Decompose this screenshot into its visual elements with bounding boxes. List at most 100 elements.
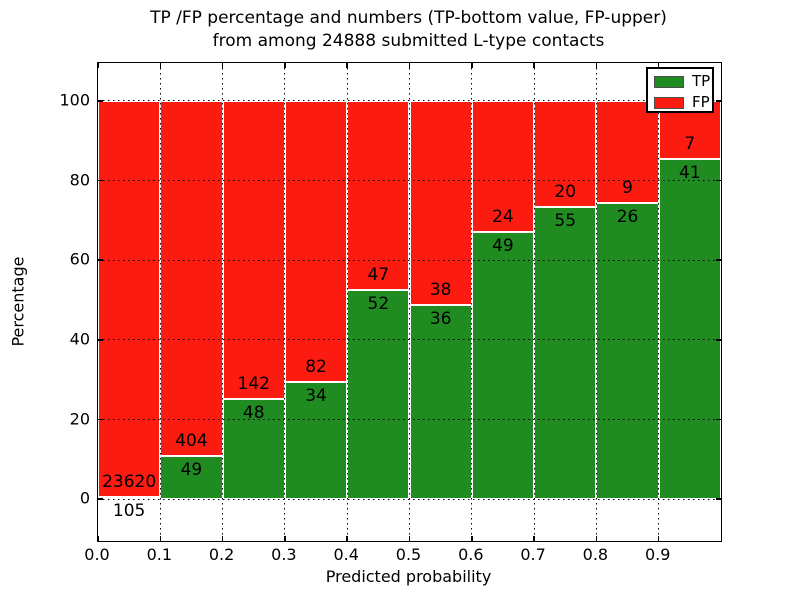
bar-fp-0.3-0.4 xyxy=(284,100,348,383)
bar-fp-0.0-0.1 xyxy=(98,100,161,498)
y-tick-left-60 xyxy=(98,259,103,261)
x-tick-bottom-0.2 xyxy=(221,536,224,541)
fp-count-label-0.5-0.6: 38 xyxy=(429,280,452,301)
fp-count-label-0.8-0.9: 9 xyxy=(622,178,633,199)
fp-count-label-0.9-1.0: 7 xyxy=(684,133,696,154)
x-tick-top-0.9 xyxy=(657,63,660,68)
x-tick-top-0.0 xyxy=(97,63,99,68)
y-tick-label-40: 40 xyxy=(69,329,90,349)
x-tick-bottom-0.4 xyxy=(346,536,348,541)
y-tick-label-0: 0 xyxy=(79,488,90,508)
bar-tp-0.7-0.8 xyxy=(534,207,597,500)
x-tick-top-0.4 xyxy=(346,63,348,68)
bar-tp-0.6-0.7 xyxy=(471,231,535,500)
x-tick-bottom-0.8 xyxy=(595,536,598,541)
bar-fp-0.8-0.9 xyxy=(596,100,659,204)
x-tick-label-0.5: 0.5 xyxy=(395,545,422,564)
x-gridline-0.7 xyxy=(533,63,535,541)
x-tick-top-0.3 xyxy=(284,63,286,68)
chart-title: TP /FP percentage and numbers (TP-bottom… xyxy=(97,7,720,53)
y-tick-right-20 xyxy=(716,418,721,421)
y-tick-label-20: 20 xyxy=(69,409,90,428)
x-gridline-0.6 xyxy=(471,63,473,541)
tp-count-label-0.4-0.5: 52 xyxy=(367,293,390,314)
y-tick-label-100: 100 xyxy=(59,90,90,110)
y-tick-right-100 xyxy=(716,100,721,102)
bar-fp-0.1-0.2 xyxy=(160,100,223,457)
legend-row-tp: TP xyxy=(654,73,712,90)
x-tick-top-0.7 xyxy=(533,63,535,68)
x-tick-label-0.2: 0.2 xyxy=(208,545,235,564)
x-gridline-0.4 xyxy=(346,63,348,541)
y-tick-right-40 xyxy=(716,339,721,341)
chart-title-line2: from among 24888 submitted L-type contac… xyxy=(212,31,605,51)
x-tick-label-0.6: 0.6 xyxy=(458,545,484,564)
fp-count-label-0.1-0.2: 404 xyxy=(175,431,208,452)
x-tick-bottom-0.3 xyxy=(284,536,286,541)
x-tick-label-0.1: 0.1 xyxy=(146,545,173,564)
x-gridline-0.1 xyxy=(159,63,161,541)
bar-tp-0.2-0.3 xyxy=(222,398,285,500)
tp-count-label-0.1-0.2: 49 xyxy=(180,460,203,481)
x-tick-bottom-0.6 xyxy=(471,536,473,541)
y-tick-left-100 xyxy=(98,100,103,102)
x-tick-top-0.6 xyxy=(471,63,473,68)
y-tick-left-80 xyxy=(98,179,103,182)
y-tick-left-0 xyxy=(98,498,103,500)
x-tick-top-0.5 xyxy=(408,63,411,68)
legend-label-tp: TP xyxy=(692,72,711,90)
legend-row-fp: FP xyxy=(654,94,712,111)
x-tick-label-0.3: 0.3 xyxy=(271,545,297,564)
bar-tp-0.8-0.9 xyxy=(596,203,659,500)
y-tick-label-60: 60 xyxy=(69,249,90,269)
fp-count-label-0.6-0.7: 24 xyxy=(492,206,514,227)
x-tick-label-0.7: 0.7 xyxy=(520,545,546,564)
x-gridline-0.8 xyxy=(595,63,597,541)
tp-count-label-0.0-0.1: 105 xyxy=(112,501,146,522)
x-tick-label-0.4: 0.4 xyxy=(333,545,359,564)
plot-area: TP FP 23620 105 404 49 142 48 82 34 47 52 38 36 24 49… xyxy=(97,62,722,542)
tp-count-label-0.7-0.8: 55 xyxy=(554,211,577,232)
y-tick-right-60 xyxy=(716,259,721,261)
x-tick-top-0.1 xyxy=(159,63,162,68)
x-tick-top-0.8 xyxy=(595,63,598,68)
bar-fp-0.7-0.8 xyxy=(534,100,597,208)
bar-tp-0.9-1.0 xyxy=(658,158,721,500)
x-gridline-0.5 xyxy=(409,63,410,541)
x-tick-bottom-0.7 xyxy=(533,536,535,541)
bar-fp-0.5-0.6 xyxy=(409,100,472,306)
tp-count-label-0.2-0.3: 48 xyxy=(242,402,265,423)
y-tick-label-80: 80 xyxy=(69,170,90,189)
legend-label-fp: FP xyxy=(692,93,710,111)
fp-count-label-0.7-0.8: 20 xyxy=(554,182,577,203)
tp-count-label-0.5-0.6: 36 xyxy=(429,309,452,330)
tp-count-label-0.6-0.7: 49 xyxy=(492,235,514,256)
legend: TP FP xyxy=(646,67,714,113)
bar-fp-0.4-0.5 xyxy=(347,100,410,290)
chart-title-line1: TP /FP percentage and numbers (TP-bottom… xyxy=(150,8,667,28)
fp-count-label-0.4-0.5: 47 xyxy=(367,264,390,285)
tp-count-label-0.8-0.9: 26 xyxy=(616,207,639,228)
x-tick-bottom-0.5 xyxy=(408,536,411,541)
bar-tp-0.1-0.2 xyxy=(160,456,223,500)
x-tick-bottom-0.9 xyxy=(657,536,660,541)
x-gridline-0.2 xyxy=(222,63,224,541)
fp-swatch-icon xyxy=(654,96,684,109)
x-tick-bottom-0.1 xyxy=(159,536,162,541)
x-tick-bottom-0.0 xyxy=(97,536,99,541)
x-gridline-0.9 xyxy=(658,63,660,541)
bar-tp-0.5-0.6 xyxy=(409,305,472,500)
x-tick-top-0.2 xyxy=(221,63,224,68)
tp-swatch-icon xyxy=(654,75,684,88)
y-tick-right-80 xyxy=(716,179,721,182)
fp-count-label-0.2-0.3: 142 xyxy=(237,373,270,394)
y-tick-right-0 xyxy=(716,498,721,500)
x-tick-label-0.9: 0.9 xyxy=(644,545,671,564)
fp-count-label-0.0-0.1: 23620 xyxy=(102,472,157,493)
x-tick-label-0.0: 0.0 xyxy=(84,545,110,564)
x-axis-label: Predicted probability xyxy=(325,567,492,586)
x-tick-label-0.8: 0.8 xyxy=(582,545,609,564)
tp-count-label-0.9-1.0: 41 xyxy=(679,162,701,183)
bar-fp-0.2-0.3 xyxy=(222,100,285,399)
